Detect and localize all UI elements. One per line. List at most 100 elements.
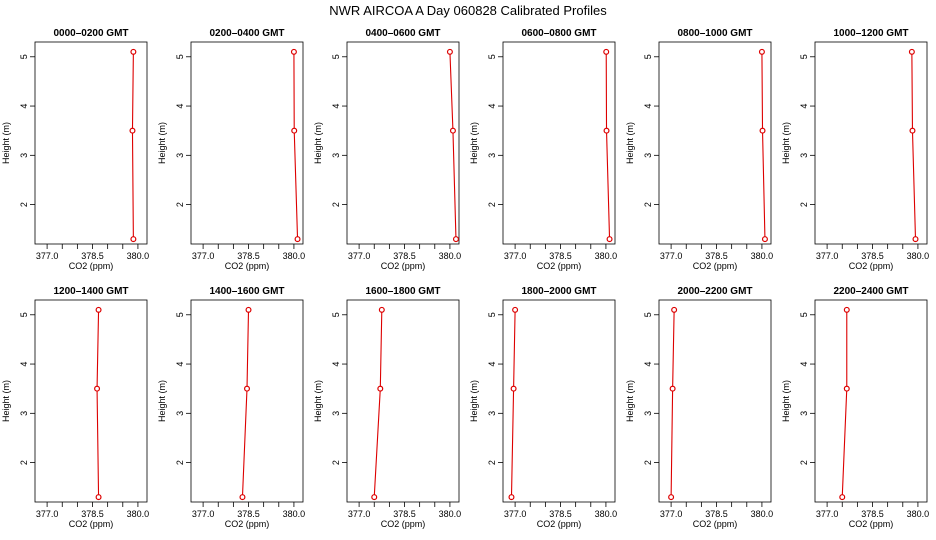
x-tick-label: 380.0 — [127, 251, 150, 261]
data-point — [761, 236, 768, 243]
x-tick-label: 380.0 — [439, 509, 462, 519]
profile-line — [293, 51, 299, 240]
data-point — [290, 48, 297, 55]
x-axis-label: CO2 (ppm) — [381, 519, 426, 529]
panel-title: 2200–2400 GMT — [833, 286, 908, 297]
data-point — [377, 385, 384, 392]
data-point — [512, 306, 519, 313]
x-axis-label: CO2 (ppm) — [381, 261, 426, 271]
profile-panel: 0000–0200 GMT 377.0 378.5 380.0 2 3 4 5 CO2 (ppm… — [1, 28, 149, 271]
y-tick-label: 4 — [19, 104, 29, 109]
y-tick-label: 5 — [175, 312, 185, 317]
profile-panel: 1800–2000 GMT 377.0 378.5 380.0 2 3 4 5 CO2 (ppm… — [469, 286, 617, 529]
x-axis-label: CO2 (ppm) — [69, 261, 114, 271]
data-point — [908, 48, 915, 55]
panel-title: 0400–0600 GMT — [365, 28, 440, 39]
y-tick-label: 4 — [331, 362, 341, 367]
data-point — [603, 48, 610, 55]
panel-title: 0800–1000 GMT — [677, 28, 752, 39]
x-tick-label: 380.0 — [751, 509, 774, 519]
y-tick-label: 3 — [799, 411, 809, 416]
data-point — [446, 48, 453, 55]
y-tick-label: 2 — [331, 460, 341, 465]
data-point — [508, 494, 515, 501]
panel-title: 0600–0800 GMT — [521, 28, 596, 39]
x-tick-label: 378.5 — [393, 509, 416, 519]
y-tick-label: 3 — [799, 153, 809, 158]
y-axis-label: Height (m) — [469, 380, 479, 422]
x-axis-label: CO2 (ppm) — [693, 519, 738, 529]
profile-line — [670, 309, 675, 498]
profile-line — [449, 51, 457, 240]
panel-title: 1200–1400 GMT — [53, 286, 128, 297]
profile-panel: 1400–1600 GMT 377.0 378.5 380.0 2 3 4 5 CO2 (ppm… — [157, 286, 305, 529]
y-tick-label: 3 — [175, 411, 185, 416]
y-tick-label: 5 — [19, 312, 29, 317]
x-tick-label: 377.0 — [348, 251, 371, 261]
panel-title: 2000–2200 GMT — [677, 286, 752, 297]
profile-line — [605, 51, 611, 240]
data-point — [668, 494, 675, 501]
profile-panel: 1000–1200 GMT 377.0 378.5 380.0 2 3 4 5 CO2 (ppm… — [781, 28, 929, 271]
y-tick-label: 4 — [487, 362, 497, 367]
x-tick-label: 380.0 — [595, 251, 618, 261]
data-point — [130, 48, 137, 55]
plot-frame — [814, 299, 928, 503]
x-tick-label: 377.0 — [816, 251, 839, 261]
data-point — [95, 306, 102, 313]
y-tick-label: 4 — [19, 362, 29, 367]
data-point — [912, 236, 919, 243]
x-tick-label: 378.5 — [861, 509, 884, 519]
y-tick-label: 3 — [487, 411, 497, 416]
x-axis-label: CO2 (ppm) — [849, 519, 894, 529]
x-tick-label: 377.0 — [36, 509, 59, 519]
profile-panel: 0400–0600 GMT 377.0 378.5 380.0 2 3 4 5 CO2 (ppm… — [313, 28, 461, 271]
x-axis-label: CO2 (ppm) — [225, 261, 270, 271]
x-axis-label: CO2 (ppm) — [225, 519, 270, 529]
x-tick-label: 380.0 — [907, 509, 930, 519]
x-tick-label: 380.0 — [595, 509, 618, 519]
x-tick-label: 378.5 — [237, 509, 260, 519]
profile-line — [96, 309, 100, 498]
data-point — [758, 48, 765, 55]
x-tick-label: 377.0 — [192, 251, 215, 261]
data-point — [245, 306, 252, 313]
data-point — [291, 127, 298, 134]
profile-panel: 0600–0800 GMT 377.0 378.5 380.0 2 3 4 5 CO2 (ppm… — [469, 28, 617, 271]
data-point — [843, 385, 850, 392]
y-tick-label: 4 — [799, 104, 809, 109]
data-point — [669, 385, 676, 392]
x-tick-label: 377.0 — [192, 509, 215, 519]
x-tick-label: 380.0 — [439, 251, 462, 261]
y-tick-label: 3 — [175, 153, 185, 158]
plot-frame — [190, 41, 304, 245]
y-axis-label: Height (m) — [157, 380, 167, 422]
x-axis-label: CO2 (ppm) — [537, 261, 582, 271]
y-tick-label: 4 — [487, 104, 497, 109]
data-point — [671, 306, 678, 313]
y-tick-label: 5 — [487, 54, 497, 59]
x-tick-label: 378.5 — [549, 251, 572, 261]
panel-title: 1800–2000 GMT — [521, 286, 596, 297]
y-tick-label: 2 — [19, 202, 29, 207]
data-point — [95, 494, 102, 501]
x-tick-label: 377.0 — [504, 509, 527, 519]
plot-frame — [502, 41, 616, 245]
y-tick-label: 3 — [487, 153, 497, 158]
profile-panel: 1200–1400 GMT 377.0 378.5 380.0 2 3 4 5 CO2 (ppm… — [1, 286, 149, 529]
profile-line — [373, 309, 383, 498]
y-tick-label: 4 — [175, 104, 185, 109]
y-tick-label: 5 — [643, 312, 653, 317]
plot-frame — [190, 299, 304, 503]
y-axis-label: Height (m) — [157, 122, 167, 164]
x-tick-label: 377.0 — [660, 509, 683, 519]
y-tick-label: 3 — [331, 153, 341, 158]
panel-title: 1000–1200 GMT — [833, 28, 908, 39]
x-tick-label: 378.5 — [393, 251, 416, 261]
y-tick-label: 2 — [175, 202, 185, 207]
y-axis-label: Height (m) — [625, 380, 635, 422]
main-title: NWR AIRCOA A Day 060828 Calibrated Profi… — [329, 3, 607, 18]
data-point — [449, 127, 456, 134]
plot-frame — [814, 41, 928, 245]
